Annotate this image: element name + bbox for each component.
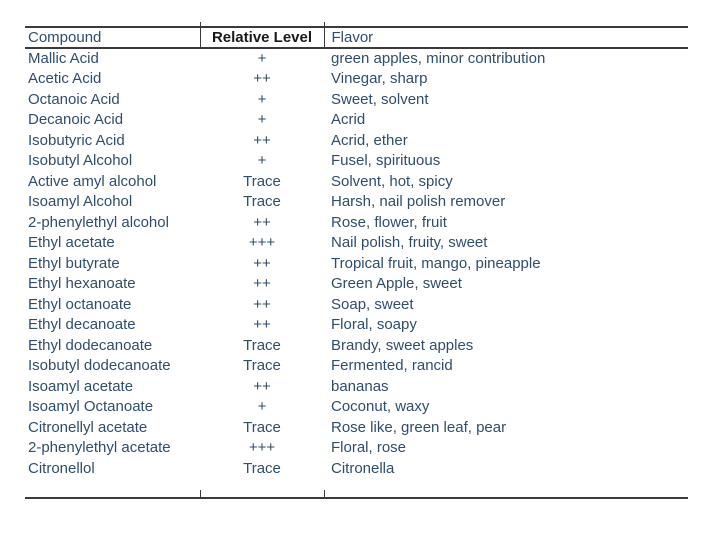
relative-level-cell: + bbox=[257, 152, 267, 170]
table-row: Isoamyl acetate ++ bananas bbox=[25, 376, 688, 397]
flavor-cell: Harsh, nail polish remover bbox=[331, 193, 506, 211]
relative-level-cell: Trace bbox=[243, 336, 281, 354]
table-row: 2-phenylethyl acetate +++ Floral, rose bbox=[25, 438, 688, 459]
flavor-cell: Acrid, ether bbox=[331, 131, 408, 149]
table-bottom-spacer-row bbox=[25, 479, 688, 498]
compound-cell: Mallic Acid bbox=[28, 50, 99, 68]
flavor-cell: Fermented, rancid bbox=[331, 357, 453, 375]
relative-level-cell: + bbox=[257, 90, 267, 108]
compound-cell: Octanoic Acid bbox=[28, 90, 120, 108]
table-row: Citronellol Trace Citronella bbox=[25, 458, 688, 479]
flavor-cell: Rose, flower, fruit bbox=[331, 213, 447, 231]
compound-cell: Citronellol bbox=[28, 459, 95, 477]
relative-level-cell: ++ bbox=[253, 131, 271, 149]
flavor-cell: Brandy, sweet apples bbox=[331, 336, 474, 354]
relative-level-cell: ++ bbox=[253, 275, 271, 293]
table-row: Ethyl acetate +++ Nail polish, fruity, s… bbox=[25, 233, 688, 254]
table-row: Isobutyl Alcohol + Fusel, spirituous bbox=[25, 151, 688, 172]
table-row: Decanoic Acid + Acrid bbox=[25, 110, 688, 131]
table-row: Ethyl octanoate ++ Soap, sweet bbox=[25, 294, 688, 315]
compound-cell: 2-phenylethyl acetate bbox=[28, 439, 171, 457]
compound-cell: Isobutyl dodecanoate bbox=[28, 357, 171, 375]
compound-cell: Acetic Acid bbox=[28, 70, 102, 88]
column-header-compound: Compound bbox=[25, 27, 200, 49]
flavor-cell: Sweet, solvent bbox=[331, 90, 429, 108]
compound-cell: Active amyl alcohol bbox=[28, 172, 157, 190]
table-row: Ethyl decanoate ++ Floral, soapy bbox=[25, 315, 688, 336]
bottom-column-tick-2 bbox=[324, 490, 325, 497]
flavor-cell: bananas bbox=[331, 377, 389, 395]
compound-cell: 2-phenylethyl alcohol bbox=[28, 213, 169, 231]
flavor-cell: Floral, rose bbox=[331, 439, 407, 457]
flavor-cell: Tropical fruit, mango, pineapple bbox=[331, 254, 541, 272]
flavor-compound-table: Compound Relative Level Flavor Mallic Ac… bbox=[25, 26, 688, 499]
table-row: Isoamyl Alcohol Trace Harsh, nail polish… bbox=[25, 192, 688, 213]
relative-level-cell: Trace bbox=[243, 357, 281, 375]
flavor-cell: Soap, sweet bbox=[331, 295, 414, 313]
relative-level-cell: ++ bbox=[253, 213, 271, 231]
table-row: Ethyl hexanoate ++ Green Apple, sweet bbox=[25, 274, 688, 295]
table-row: 2-phenylethyl alcohol ++ Rose, flower, f… bbox=[25, 212, 688, 233]
relative-level-cell: + bbox=[257, 50, 267, 68]
flavor-cell: Citronella bbox=[331, 459, 395, 477]
relative-level-cell: Trace bbox=[243, 459, 281, 477]
compound-cell: Isoamyl Octanoate bbox=[28, 398, 154, 416]
relative-level-cell: +++ bbox=[248, 234, 276, 252]
table-row: Octanoic Acid + Sweet, solvent bbox=[25, 89, 688, 110]
table-row: Acetic Acid ++ Vinegar, sharp bbox=[25, 69, 688, 90]
table-row: Mallic Acid + green apples, minor contri… bbox=[25, 48, 688, 69]
flavor-cell: Floral, soapy bbox=[331, 316, 417, 334]
top-column-tick-2 bbox=[324, 22, 325, 26]
table-body: Mallic Acid + green apples, minor contri… bbox=[25, 48, 688, 479]
table-row: Ethyl dodecanoate Trace Brandy, sweet ap… bbox=[25, 335, 688, 356]
relative-level-cell: ++ bbox=[253, 70, 271, 88]
relative-level-cell: ++ bbox=[253, 254, 271, 272]
compound-cell: Ethyl acetate bbox=[28, 234, 115, 252]
compound-cell: Decanoic Acid bbox=[28, 111, 124, 129]
flavor-cell: Nail polish, fruity, sweet bbox=[331, 234, 488, 252]
relative-level-cell: ++ bbox=[253, 316, 271, 334]
flavor-cell: Coconut, waxy bbox=[331, 398, 430, 416]
top-column-tick-1 bbox=[200, 22, 201, 26]
relative-level-cell: ++ bbox=[253, 377, 271, 395]
table-row: Isobutyric Acid ++ Acrid, ether bbox=[25, 130, 688, 151]
column-header-flavor: Flavor bbox=[324, 27, 688, 49]
compound-cell: Isobutyl Alcohol bbox=[28, 152, 133, 170]
column-header-relative-level: Relative Level bbox=[199, 27, 325, 49]
flavor-cell: Rose like, green leaf, pear bbox=[331, 418, 507, 436]
relative-level-cell: + bbox=[257, 111, 267, 129]
compound-cell: Citronellyl acetate bbox=[28, 418, 148, 436]
table-header-row: Compound Relative Level Flavor bbox=[25, 27, 688, 49]
flavor-cell: Green Apple, sweet bbox=[331, 275, 462, 293]
flavor-cell: Fusel, spirituous bbox=[331, 152, 441, 170]
compound-cell: Ethyl decanoate bbox=[28, 316, 136, 334]
table-row: Isoamyl Octanoate + Coconut, waxy bbox=[25, 397, 688, 418]
compound-cell: Ethyl hexanoate bbox=[28, 275, 136, 293]
relative-level-cell: Trace bbox=[243, 172, 281, 190]
compound-cell: Isobutyric Acid bbox=[28, 131, 125, 149]
relative-level-cell: Trace bbox=[243, 418, 281, 436]
compound-cell: Isoamyl Alcohol bbox=[28, 193, 133, 211]
compound-cell: Ethyl octanoate bbox=[28, 295, 132, 313]
flavor-cell: green apples, minor contribution bbox=[331, 50, 546, 68]
table-row: Ethyl butyrate ++ Tropical fruit, mango,… bbox=[25, 253, 688, 274]
table-row: Active amyl alcohol Trace Solvent, hot, … bbox=[25, 171, 688, 192]
table-row: Citronellyl acetate Trace Rose like, gre… bbox=[25, 417, 688, 438]
flavor-cell: Acrid bbox=[331, 111, 366, 129]
bottom-column-tick-1 bbox=[200, 490, 201, 497]
flavor-cell: Solvent, hot, spicy bbox=[331, 172, 453, 190]
relative-level-cell: ++ bbox=[253, 295, 271, 313]
compound-cell: Ethyl butyrate bbox=[28, 254, 120, 272]
flavor-cell: Vinegar, sharp bbox=[331, 70, 428, 88]
relative-level-cell: +++ bbox=[248, 439, 276, 457]
compound-cell: Ethyl dodecanoate bbox=[28, 336, 153, 354]
relative-level-cell: Trace bbox=[243, 193, 281, 211]
table-row: Isobutyl dodecanoate Trace Fermented, ra… bbox=[25, 356, 688, 377]
compound-cell: Isoamyl acetate bbox=[28, 377, 134, 395]
relative-level-cell: + bbox=[257, 398, 267, 416]
